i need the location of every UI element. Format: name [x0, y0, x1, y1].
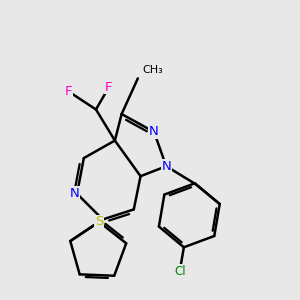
Text: N: N — [161, 160, 171, 173]
Text: N: N — [70, 187, 79, 200]
Text: CH₃: CH₃ — [142, 65, 163, 75]
Text: Cl: Cl — [174, 265, 186, 278]
Text: N: N — [149, 125, 159, 138]
Text: F: F — [105, 80, 113, 94]
Text: S: S — [95, 215, 103, 228]
Text: F: F — [64, 85, 72, 98]
